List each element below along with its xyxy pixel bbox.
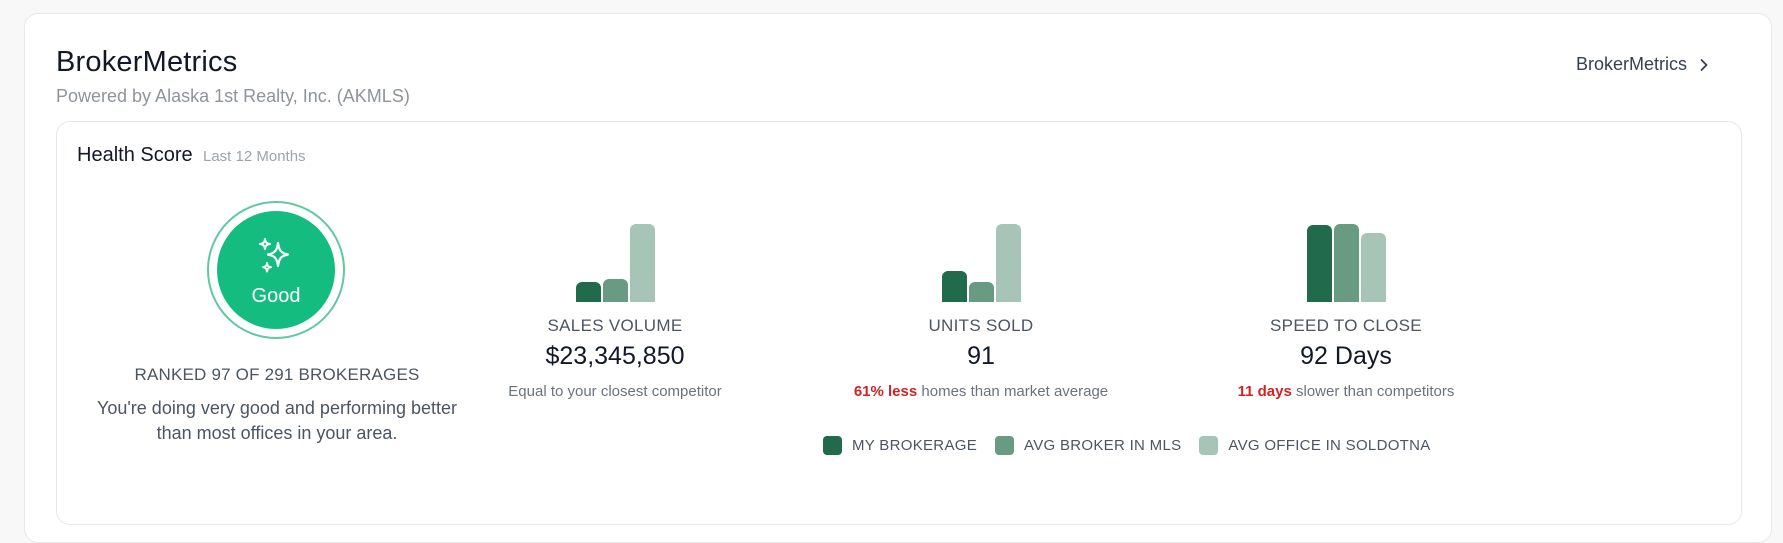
metric-note-highlight: 61% less [853, 383, 918, 400]
legend-item-my-brokerage: MY BROKERAGE [823, 436, 977, 455]
metric-speed-to-close: SPEED TO CLOSE 92 Days 11 days slower th… [1196, 212, 1496, 432]
page-subtitle: Powered by Alaska 1st Realty, Inc. (AKML… [56, 86, 410, 106]
bar-avg-broker-in-mls [1333, 224, 1359, 302]
page-title: BrokerMetrics [56, 46, 238, 78]
metric-units-sold: UNITS SOLD 91 61% less homes than market… [831, 212, 1131, 432]
units-sold-chart [831, 212, 1131, 302]
bar-my-brokerage [1306, 225, 1332, 302]
legend-label: AVG BROKER IN MLS [1024, 437, 1182, 454]
speed-to-close-chart [1196, 212, 1496, 302]
broker-metrics-link[interactable]: BrokerMetrics [1576, 54, 1711, 75]
metric-note: 11 days slower than competitors [1196, 383, 1496, 400]
metric-note-text: homes than market average [917, 383, 1109, 400]
legend-swatch [823, 436, 842, 455]
metric-label: SPEED TO CLOSE [1270, 316, 1422, 335]
health-score-label: Good [251, 284, 301, 307]
bar-my-brokerage [941, 271, 967, 302]
bar-avg-office-in-soldotna [995, 224, 1021, 302]
legend-swatch [1199, 436, 1219, 455]
broker-metrics-link-label: BrokerMetrics [1575, 54, 1687, 74]
rank-text: RANKED 97 OF 291 BROKERAGES [134, 365, 420, 384]
metric-value: $23,345,850 [545, 342, 685, 370]
chart-legend: MY BROKERAGE AVG BROKER IN MLS AVG OFFIC… [823, 436, 1431, 455]
metric-note: 61% less homes than market average [831, 383, 1131, 400]
metric-label: UNITS SOLD [928, 316, 1034, 335]
metric-sales-volume: SALES VOLUME $23,345,850 Equal to your c… [465, 212, 765, 432]
legend-label: MY BROKERAGE [852, 437, 978, 454]
metric-note-text: Equal to your closest competitor [508, 383, 722, 400]
metric-note: Equal to your closest competitor [465, 383, 765, 400]
sales-volume-chart [465, 212, 765, 302]
health-score-badge: Good [207, 201, 345, 339]
metric-note-text: slower than competitors [1291, 383, 1455, 400]
legend-item-avg-office: AVG OFFICE IN SOLDOTNA [1199, 436, 1430, 455]
health-score-disc: Good [217, 211, 335, 329]
legend-item-avg-broker-mls: AVG BROKER IN MLS [995, 436, 1181, 455]
chevron-right-icon [1700, 58, 1708, 71]
health-score-title: Health Score [77, 144, 193, 166]
bar-my-brokerage [575, 282, 601, 302]
metric-note-highlight: 11 days [1237, 383, 1292, 400]
sparkles-icon [259, 237, 290, 272]
legend-swatch [995, 436, 1015, 455]
bar-avg-broker-in-mls [602, 279, 628, 302]
broker-metrics-card: BrokerMetrics Powered by Alaska 1st Real… [24, 13, 1772, 543]
rank-description: You're doing very good and performing be… [96, 398, 457, 443]
legend-label: AVG OFFICE IN SOLDOTNA [1228, 437, 1431, 454]
metric-value: 91 [967, 342, 995, 370]
bar-avg-office-in-soldotna [1360, 233, 1386, 302]
metric-label: SALES VOLUME [547, 316, 683, 335]
health-score-panel: Health Score Last 12 Months Good RANKED … [56, 121, 1742, 525]
health-score-period: Last 12 Months [203, 148, 306, 165]
bar-avg-broker-in-mls [968, 282, 994, 302]
bar-avg-office-in-soldotna [629, 224, 655, 302]
metric-value: 92 Days [1300, 342, 1392, 370]
